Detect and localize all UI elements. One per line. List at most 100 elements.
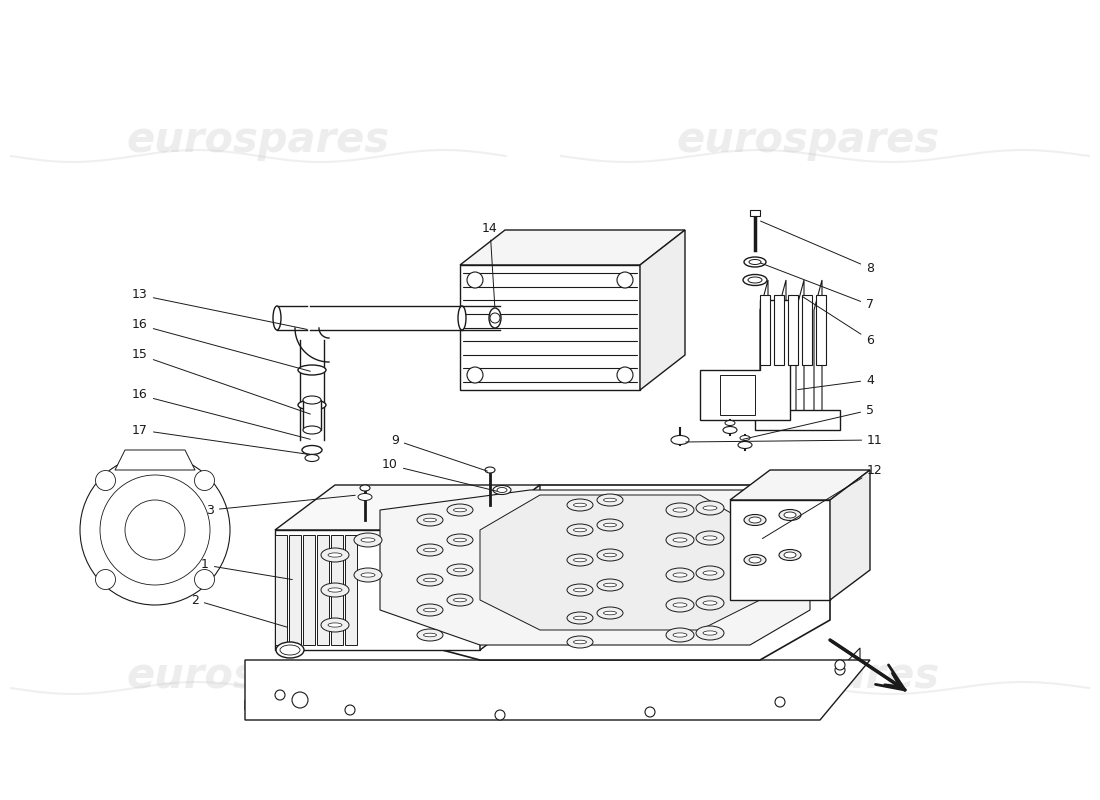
Ellipse shape <box>497 487 507 493</box>
Ellipse shape <box>354 533 382 547</box>
Text: 12: 12 <box>762 463 883 538</box>
Ellipse shape <box>604 554 616 557</box>
Polygon shape <box>816 295 826 365</box>
Circle shape <box>468 272 483 288</box>
Ellipse shape <box>453 598 466 602</box>
Ellipse shape <box>696 531 724 545</box>
Polygon shape <box>796 280 804 430</box>
Circle shape <box>100 475 210 585</box>
Ellipse shape <box>280 645 300 655</box>
Circle shape <box>468 367 483 383</box>
Ellipse shape <box>749 517 761 523</box>
Text: 3: 3 <box>206 495 355 517</box>
Ellipse shape <box>321 618 349 632</box>
Ellipse shape <box>302 446 322 454</box>
Polygon shape <box>774 295 784 365</box>
Ellipse shape <box>666 503 694 517</box>
Text: 6: 6 <box>802 297 873 346</box>
Ellipse shape <box>597 579 623 591</box>
Polygon shape <box>700 300 790 420</box>
Ellipse shape <box>490 308 500 328</box>
Ellipse shape <box>748 277 762 283</box>
Ellipse shape <box>566 524 593 536</box>
Circle shape <box>345 705 355 715</box>
Ellipse shape <box>298 400 326 410</box>
Ellipse shape <box>666 628 694 642</box>
Polygon shape <box>730 470 870 500</box>
Circle shape <box>835 660 845 670</box>
Circle shape <box>275 690 285 700</box>
Ellipse shape <box>779 510 801 521</box>
Text: eurospares: eurospares <box>676 655 940 697</box>
Ellipse shape <box>703 571 717 575</box>
Polygon shape <box>788 295 798 365</box>
Ellipse shape <box>424 518 437 522</box>
Ellipse shape <box>566 612 593 624</box>
Ellipse shape <box>417 514 443 526</box>
Ellipse shape <box>417 629 443 641</box>
Ellipse shape <box>573 588 586 592</box>
Ellipse shape <box>673 573 688 577</box>
Polygon shape <box>310 485 830 660</box>
Circle shape <box>80 455 230 605</box>
Ellipse shape <box>447 534 473 546</box>
Ellipse shape <box>485 467 495 473</box>
Ellipse shape <box>723 426 737 434</box>
Ellipse shape <box>673 508 688 512</box>
Ellipse shape <box>703 631 717 635</box>
Ellipse shape <box>573 558 586 562</box>
Ellipse shape <box>566 636 593 648</box>
Ellipse shape <box>573 640 586 644</box>
Ellipse shape <box>566 499 593 511</box>
Ellipse shape <box>749 259 761 265</box>
Ellipse shape <box>597 549 623 561</box>
Ellipse shape <box>604 583 616 587</box>
Ellipse shape <box>703 536 717 540</box>
Ellipse shape <box>696 501 724 515</box>
Polygon shape <box>331 535 343 645</box>
Text: 8: 8 <box>760 221 874 274</box>
Ellipse shape <box>696 566 724 580</box>
Polygon shape <box>778 280 786 430</box>
Ellipse shape <box>424 578 437 582</box>
Polygon shape <box>289 535 301 645</box>
Ellipse shape <box>604 611 616 614</box>
Text: 4: 4 <box>798 374 873 390</box>
Ellipse shape <box>417 604 443 616</box>
Circle shape <box>645 707 654 717</box>
Ellipse shape <box>328 553 342 557</box>
Circle shape <box>292 692 308 708</box>
Ellipse shape <box>361 573 375 577</box>
Circle shape <box>617 272 632 288</box>
Ellipse shape <box>671 435 689 445</box>
Ellipse shape <box>447 564 473 576</box>
Ellipse shape <box>597 494 623 506</box>
Circle shape <box>96 470 115 490</box>
Ellipse shape <box>276 642 304 658</box>
Ellipse shape <box>566 554 593 566</box>
Ellipse shape <box>573 503 586 507</box>
Ellipse shape <box>453 568 466 572</box>
Ellipse shape <box>493 486 512 494</box>
Text: eurospares: eurospares <box>676 119 940 161</box>
Ellipse shape <box>673 603 688 607</box>
Text: 10: 10 <box>382 458 497 491</box>
Ellipse shape <box>703 506 717 510</box>
Circle shape <box>490 313 500 323</box>
Polygon shape <box>720 375 755 415</box>
Polygon shape <box>275 535 287 645</box>
Ellipse shape <box>328 588 342 592</box>
Circle shape <box>195 570 214 590</box>
Polygon shape <box>730 500 830 600</box>
Ellipse shape <box>744 514 766 526</box>
Ellipse shape <box>447 594 473 606</box>
Ellipse shape <box>361 538 375 542</box>
Ellipse shape <box>424 634 437 637</box>
Polygon shape <box>379 490 810 645</box>
Ellipse shape <box>305 454 319 462</box>
Ellipse shape <box>354 568 382 582</box>
Ellipse shape <box>604 523 616 527</box>
Polygon shape <box>460 230 685 265</box>
Circle shape <box>835 665 845 675</box>
Text: 15: 15 <box>132 349 310 414</box>
